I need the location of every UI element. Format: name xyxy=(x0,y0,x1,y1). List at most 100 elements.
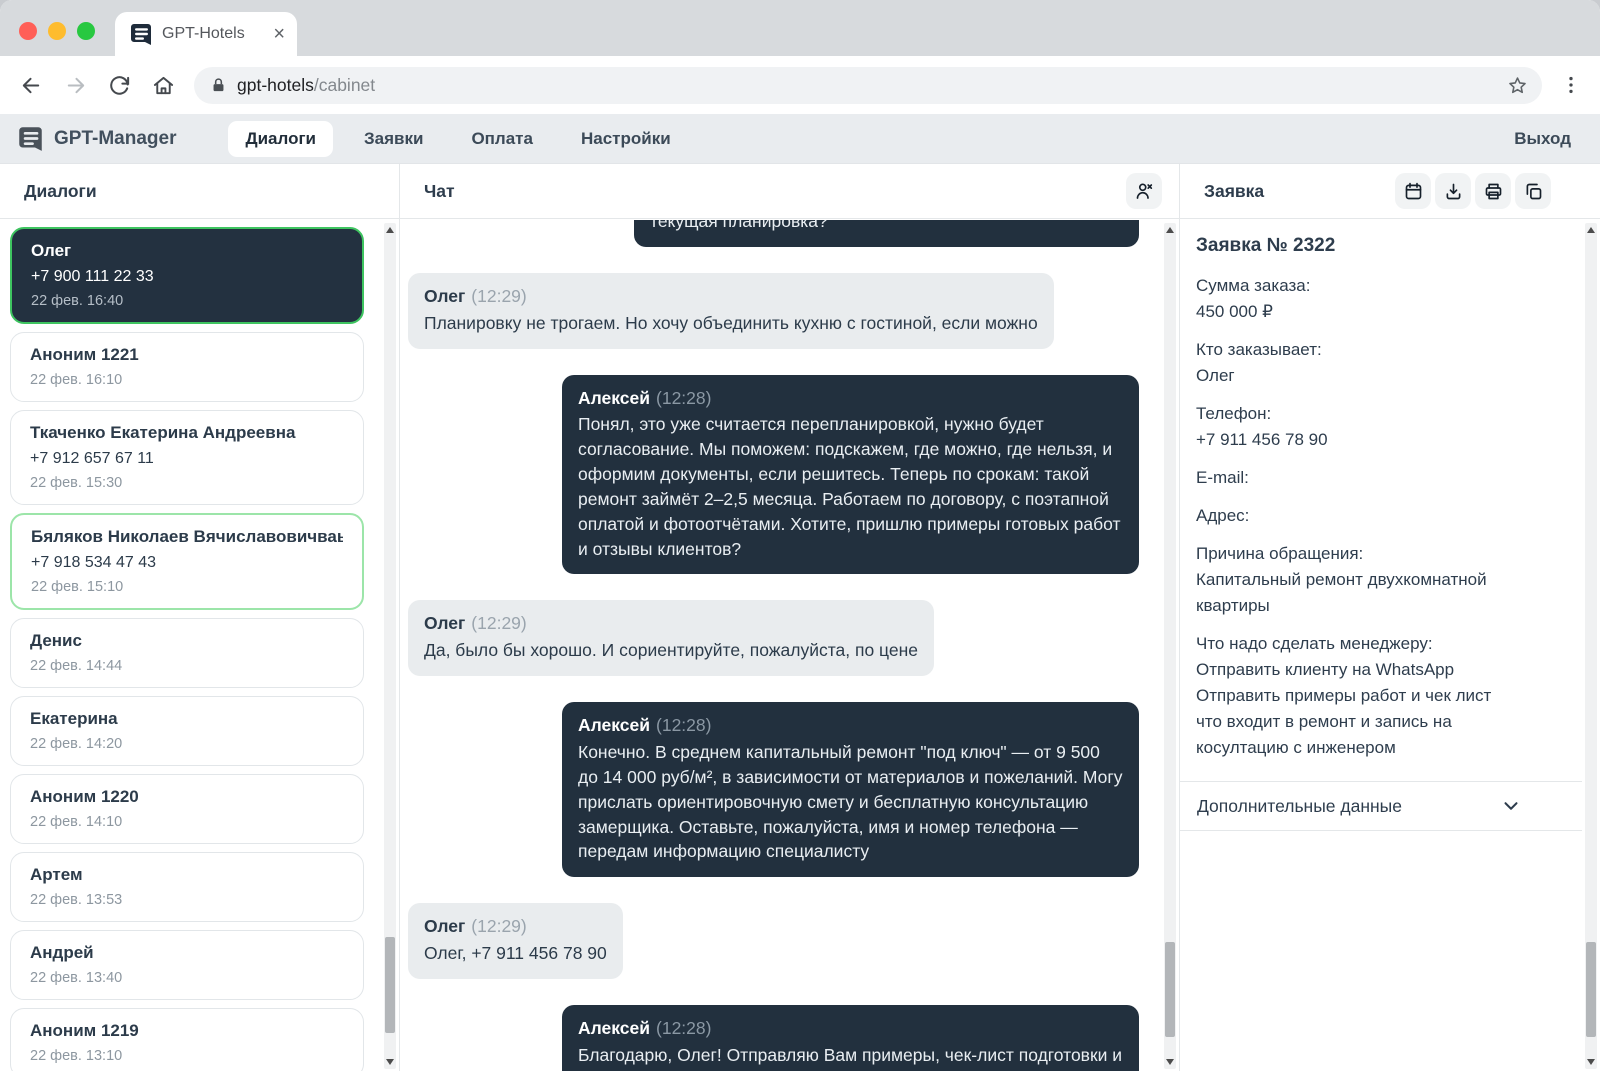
dialog-item-anonym-1221[interactable]: Аноним 1221 22 фев. 16:10 xyxy=(10,332,364,402)
url-bar[interactable]: gpt-hotels/cabinet xyxy=(194,66,1542,104)
copy-button[interactable] xyxy=(1515,173,1551,209)
order-field-reason: Причина обращения: Капитальный ремонт дв… xyxy=(1180,541,1582,619)
chat-bubble-incoming: Олег (12:29) Олег, +7 911 456 78 90 xyxy=(408,903,623,979)
tab-payment[interactable]: Оплата xyxy=(471,128,533,148)
field-value: 450 000 ₽ xyxy=(1196,302,1273,321)
app-nav-tabs: Диалоги Заявки Оплата Настройки xyxy=(228,120,687,157)
bookmark-star-icon[interactable] xyxy=(1507,75,1528,96)
url-host: gpt-hotels xyxy=(237,74,314,95)
close-window-button[interactable] xyxy=(19,22,37,40)
dialog-item-andrey[interactable]: Андрей 22 фев. 13:40 xyxy=(10,930,364,1000)
message-text: Благодарю, Олег! Отправляю Вам примеры, … xyxy=(578,1044,1123,1071)
tab-settings[interactable]: Настройки xyxy=(580,128,671,148)
additional-data-label: Дополнительные данные xyxy=(1197,795,1402,816)
scroll-up-arrow[interactable] xyxy=(384,223,396,237)
chat-bubble-outgoing: Алексей (12:28) Благодарю, Олег! Отправля… xyxy=(562,1004,1139,1071)
app-navbar: GPT-Manager Диалоги Заявки Оплата Настро… xyxy=(0,114,1600,163)
dialog-phone: +7 900 111 22 33 xyxy=(31,268,154,285)
kebab-menu-icon xyxy=(1569,76,1573,94)
message-author: Олег xyxy=(424,613,466,634)
chat-bubble-incoming: Олег (12:29) Планировку не трогаем. Но хо… xyxy=(408,272,1054,349)
chat-bubble-outgoing: Алексей (12:28) Конечно. В среднем капита… xyxy=(562,702,1139,878)
back-button[interactable] xyxy=(14,68,48,102)
dialog-name: Ткаченко Екатерина Андреевна xyxy=(30,423,296,442)
order-field-address: Адрес: xyxy=(1180,503,1582,529)
dialogs-list: Олег +7 900 111 22 33 22 фев. 16:40 Анон… xyxy=(0,220,381,1071)
url-path: /cabinet xyxy=(313,74,376,95)
field-value: +7 911 456 78 90 xyxy=(1196,430,1328,449)
message-time: (12:28) xyxy=(656,387,712,408)
logout-link[interactable]: Выход xyxy=(1514,128,1571,148)
message-time: (12:28) xyxy=(656,715,712,736)
scroll-down-arrow[interactable] xyxy=(384,1055,396,1069)
home-icon xyxy=(153,76,173,94)
dialog-name: Андрей xyxy=(30,943,94,962)
field-label: Адрес: xyxy=(1196,506,1250,525)
download-button[interactable] xyxy=(1435,173,1471,209)
dialog-name: Аноним 1219 xyxy=(30,1021,139,1040)
browser-tab[interactable]: GPT-Hotels × xyxy=(115,12,297,56)
chat-panel: Чат текущая планировка? Олег (12:29) План… xyxy=(400,164,1180,1071)
scroll-up-arrow[interactable] xyxy=(1585,223,1597,237)
chat-messages: текущая планировка? Олег (12:29) Планиров… xyxy=(400,220,1155,1071)
dialog-item-denis[interactable]: Денис 22 фев. 14:44 xyxy=(10,618,364,688)
scroll-up-arrow[interactable] xyxy=(1164,223,1176,237)
dialog-date: 22 фев. 14:20 xyxy=(30,736,123,752)
order-details: Заявка № 2322 Сумма заказа: 450 000 ₽ Кт… xyxy=(1180,220,1582,1071)
dialog-name: Аноним 1221 xyxy=(30,345,139,364)
dialog-item-anonym-1220[interactable]: Аноним 1220 22 фев. 14:10 xyxy=(10,774,364,844)
print-button[interactable] xyxy=(1475,173,1511,209)
dialog-date: 22 фев. 16:10 xyxy=(30,372,123,388)
scroll-down-arrow[interactable] xyxy=(1164,1055,1176,1069)
message-text: Олег, +7 911 456 78 90 xyxy=(424,943,607,964)
dialog-date: 22 фев. 16:40 xyxy=(31,293,124,309)
remove-user-button[interactable] xyxy=(1126,173,1162,209)
chat-bubble-outgoing: Алексей (12:28) Понял, это уже считается … xyxy=(562,374,1139,575)
field-value: Олег xyxy=(1196,366,1235,385)
scrollbar-thumb[interactable] xyxy=(1165,942,1175,1037)
dialog-item-anonym-1219[interactable]: Аноним 1219 22 фев. 13:10 xyxy=(10,1008,364,1071)
browser-tabstrip: GPT-Hotels × xyxy=(0,0,1600,56)
browser-toolbar: gpt-hotels/cabinet xyxy=(0,56,1600,114)
additional-data-toggle[interactable]: Дополнительные данные xyxy=(1180,781,1582,831)
dialogs-scrollbar[interactable] xyxy=(384,223,396,1069)
maximize-window-button[interactable] xyxy=(77,22,95,40)
dialog-item-artem[interactable]: Артем 22 фев. 13:53 xyxy=(10,852,364,922)
message-time: (12:28) xyxy=(656,1017,712,1038)
calendar-button[interactable] xyxy=(1395,173,1431,209)
minimize-window-button[interactable] xyxy=(48,22,66,40)
reload-button[interactable] xyxy=(102,68,136,102)
dialog-date: 22 фев. 15:30 xyxy=(30,475,123,491)
field-label: Телефон: xyxy=(1196,404,1272,423)
dialog-item-tkachenko[interactable]: Ткаченко Екатерина Андреевна +7 912 657 … xyxy=(10,410,364,505)
tab-dialogs[interactable]: Диалоги xyxy=(228,120,333,157)
tab-requests[interactable]: Заявки xyxy=(364,128,424,148)
print-icon xyxy=(1485,183,1501,199)
url-text: gpt-hotels/cabinet xyxy=(237,75,1497,96)
browser-menu-button[interactable] xyxy=(1556,70,1586,100)
back-icon xyxy=(22,77,39,93)
dialogs-panel-title: Диалоги xyxy=(0,164,399,219)
chat-scrollbar[interactable] xyxy=(1164,223,1176,1069)
scroll-down-arrow[interactable] xyxy=(1585,1055,1597,1069)
chat-bubble-outgoing: текущая планировка? xyxy=(634,220,1139,247)
dialog-name: Артем xyxy=(30,865,83,884)
order-field-customer: Кто заказывает: Олег xyxy=(1180,337,1582,389)
tab-title: GPT-Hotels xyxy=(162,25,245,42)
message-text: Конечно. В среднем капитальный ремонт "п… xyxy=(578,741,1123,862)
dialog-item-byalyakov[interactable]: Бяляков Николаев Вячиславовичваы... +7 9… xyxy=(10,513,364,610)
dialog-date: 22 фев. 13:40 xyxy=(30,970,123,986)
dialog-item-oleg[interactable]: Олег +7 900 111 22 33 22 фев. 16:40 xyxy=(10,227,364,324)
dialog-item-ekaterina[interactable]: Екатерина 22 фев. 14:20 xyxy=(10,696,364,766)
forward-button[interactable] xyxy=(58,68,92,102)
window-controls xyxy=(19,22,95,40)
scrollbar-thumb[interactable] xyxy=(385,937,395,1033)
scrollbar-thumb[interactable] xyxy=(1586,942,1596,1037)
tab-close-icon[interactable]: × xyxy=(273,23,285,45)
dialog-date: 22 фев. 14:44 xyxy=(30,658,123,674)
order-panel-title: Заявка xyxy=(1204,180,1265,201)
order-scrollbar[interactable] xyxy=(1585,223,1597,1069)
order-field-manager-task: Что надо сделать менеджеру: Отправить кл… xyxy=(1180,631,1582,761)
home-button[interactable] xyxy=(146,68,180,102)
field-label: Причина обращения: xyxy=(1196,544,1364,563)
